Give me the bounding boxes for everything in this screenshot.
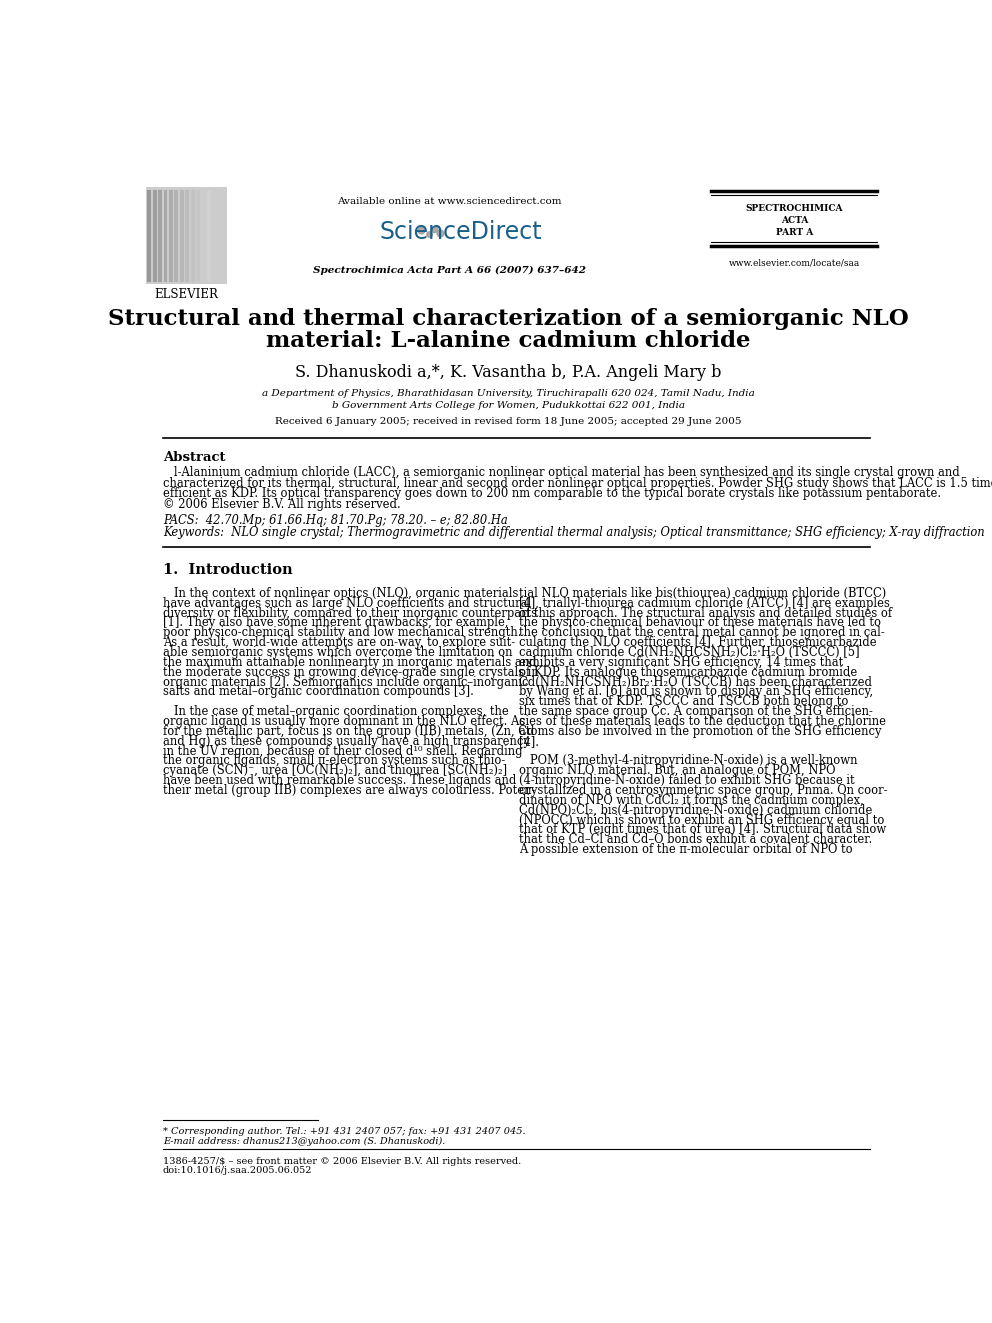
Bar	[158, 189, 162, 282]
Text: by Wang et al. [6] and is shown to display an SHG efficiency,: by Wang et al. [6] and is shown to displ…	[519, 685, 873, 699]
Text: 1386-4257/$ – see front matter © 2006 Elsevier B.V. All rights reserved.: 1386-4257/$ – see front matter © 2006 El…	[163, 1156, 521, 1166]
Text: poor physico-chemical stability and low mechanical strength.: poor physico-chemical stability and low …	[163, 626, 521, 639]
Text: dination of NPO with CdCl₂ it forms the cadmium complex,: dination of NPO with CdCl₂ it forms the …	[519, 794, 864, 807]
Text: able semiorganic systems which overcome the limitation on: able semiorganic systems which overcome …	[163, 646, 512, 659]
Text: the moderate success in growing device-grade single crystals in: the moderate success in growing device-g…	[163, 665, 539, 679]
Text: cies of these materials leads to the deduction that the chlorine: cies of these materials leads to the ded…	[519, 714, 886, 728]
Text: cadmium chloride Cd(NH₂NHCSNH₂)Cl₂·H₂O (TSCCC) [5]: cadmium chloride Cd(NH₂NHCSNH₂)Cl₂·H₂O (…	[519, 646, 860, 659]
Text: salts and metal–organic coordination compounds [3].: salts and metal–organic coordination com…	[163, 685, 473, 699]
Text: for the metallic part, focus is on the group (IIB) metals, (Zn, Cd: for the metallic part, focus is on the g…	[163, 725, 535, 738]
Text: tial NLO materials like bis(thiourea) cadmium chloride (BTCC): tial NLO materials like bis(thiourea) ca…	[519, 587, 887, 599]
Text: cyanate (SCN)⁻, urea [OC(NH₂)₂], and thiourea [SC(NH₂)₂]: cyanate (SCN)⁻, urea [OC(NH₂)₂], and thi…	[163, 765, 507, 778]
Text: that of KTP (eight times that of urea) [4]. Structural data show: that of KTP (eight times that of urea) […	[519, 823, 887, 836]
Text: Cd(NH₂NHCSNH₂)Br₂·H₂O (TSCCB) has been characterized: Cd(NH₂NHCSNH₂)Br₂·H₂O (TSCCB) has been c…	[519, 676, 872, 688]
Text: the physico-chemical behaviour of these materials have led to: the physico-chemical behaviour of these …	[519, 617, 881, 630]
Bar	[207, 189, 210, 282]
Text: six times that of KDP. TSCCC and TSCCB both belong to: six times that of KDP. TSCCC and TSCCB b…	[519, 696, 848, 708]
Text: [4].: [4].	[519, 734, 540, 747]
Bar	[196, 189, 200, 282]
Text: Spectrochimica Acta Part A 66 (2007) 637–642: Spectrochimica Acta Part A 66 (2007) 637…	[313, 266, 586, 275]
Bar	[175, 189, 179, 282]
Text: (4-nitropyridine-N-oxide) failed to exhibit SHG because it: (4-nitropyridine-N-oxide) failed to exhi…	[519, 774, 855, 787]
Text: www.elsevier.com/locate/saa: www.elsevier.com/locate/saa	[729, 258, 860, 267]
Text: © 2006 Elsevier B.V. All rights reserved.: © 2006 Elsevier B.V. All rights reserved…	[163, 497, 401, 511]
Text: characterized for its thermal, structural, linear and second order nonlinear opt: characterized for its thermal, structura…	[163, 476, 992, 490]
Text: their metal (group IIB) complexes are always colourless. Poten-: their metal (group IIB) complexes are al…	[163, 785, 535, 796]
Text: b Government Arts College for Women, Pudukkottai 622 001, India: b Government Arts College for Women, Pud…	[332, 401, 684, 410]
Bar	[153, 189, 157, 282]
Text: A possible extension of the π-molecular orbital of NPO to: A possible extension of the π-molecular …	[519, 843, 853, 856]
Text: (NPOCC) which is shown to exhibit an SHG efficiency equal to: (NPOCC) which is shown to exhibit an SHG…	[519, 814, 885, 827]
Text: ScienceDirect: ScienceDirect	[380, 220, 543, 243]
Text: In the context of nonlinear optics (NLO), organic materials: In the context of nonlinear optics (NLO)…	[163, 587, 518, 599]
Text: Cd(NPO)₂Cl₂, bis(4-nitropyridine-N-oxide) cadmium chloride: Cd(NPO)₂Cl₂, bis(4-nitropyridine-N-oxide…	[519, 803, 873, 816]
Text: diversity or flexibility, compared to their inorganic counterparts: diversity or flexibility, compared to th…	[163, 606, 537, 619]
Text: ELSEVIER: ELSEVIER	[154, 288, 218, 302]
Bar	[186, 189, 189, 282]
Text: the same space group Cc. A comparison of the SHG efficien-: the same space group Cc. A comparison of…	[519, 705, 873, 718]
Text: and Hg) as these compounds usually have a high transparency: and Hg) as these compounds usually have …	[163, 734, 530, 747]
Text: * Corresponding author. Tel.: +91 431 2407 057; fax: +91 431 2407 045.: * Corresponding author. Tel.: +91 431 24…	[163, 1127, 526, 1136]
Text: 1.  Introduction: 1. Introduction	[163, 564, 293, 577]
Bar	[180, 189, 184, 282]
Text: have advantages such as large NLO coefficients and structural: have advantages such as large NLO coeffi…	[163, 597, 531, 610]
Bar	[169, 189, 173, 282]
Text: [1]. They also have some inherent drawbacks, for example,: [1]. They also have some inherent drawba…	[163, 617, 508, 630]
Bar	[190, 189, 194, 282]
Bar	[164, 189, 168, 282]
Text: Received 6 January 2005; received in revised form 18 June 2005; accepted 29 June: Received 6 January 2005; received in rev…	[275, 417, 742, 426]
Text: Available online at www.sciencedirect.com: Available online at www.sciencedirect.co…	[337, 197, 561, 205]
Text: of this approach. The structural analysis and detailed studies of: of this approach. The structural analysi…	[519, 606, 893, 619]
Text: E-mail address: dhanus213@yahoo.com (S. Dhanuskodi).: E-mail address: dhanus213@yahoo.com (S. …	[163, 1136, 445, 1146]
Text: the maximum attainable nonlinearity in inorganic materials and: the maximum attainable nonlinearity in i…	[163, 656, 537, 669]
Text: atoms also be involved in the promotion of the SHG efficiency: atoms also be involved in the promotion …	[519, 725, 882, 738]
Text: In the case of metal–organic coordination complexes, the: In the case of metal–organic coordinatio…	[163, 705, 509, 718]
Text: material: L-alanine cadmium chloride: material: L-alanine cadmium chloride	[266, 331, 751, 352]
Text: POM (3-methyl-4-nitropyridine-N-oxide) is a well-known: POM (3-methyl-4-nitropyridine-N-oxide) i…	[519, 754, 858, 767]
Text: of KDP. Its analogue thiosemicarbazide cadmium bromide: of KDP. Its analogue thiosemicarbazide c…	[519, 665, 857, 679]
Text: the conclusion that the central metal cannot be ignored in cal-: the conclusion that the central metal ca…	[519, 626, 885, 639]
Text: that the Cd–Cl and Cd–O bonds exhibit a covalent character.: that the Cd–Cl and Cd–O bonds exhibit a …	[519, 833, 873, 847]
Text: PART A: PART A	[776, 228, 813, 237]
Text: efficient as KDP. Its optical transparency goes down to 200 nm comparable to the: efficient as KDP. Its optical transparen…	[163, 487, 940, 500]
Text: a Department of Physics, Bharathidasan University, Tiruchirapalli 620 024, Tamil: a Department of Physics, Bharathidasan U…	[262, 389, 755, 398]
Bar	[146, 188, 227, 283]
Text: l-Alaninium cadmium chloride (LACC), a semiorganic nonlinear optical material ha: l-Alaninium cadmium chloride (LACC), a s…	[163, 467, 959, 479]
Text: organic materials [2]. Semiorganics include organic–inorganic: organic materials [2]. Semiorganics incl…	[163, 676, 529, 688]
Text: the organic ligands, small π-electron systems such as thio-: the organic ligands, small π-electron sy…	[163, 754, 505, 767]
Text: doi:10.1016/j.saa.2005.06.052: doi:10.1016/j.saa.2005.06.052	[163, 1166, 312, 1175]
Text: crystallized in a centrosymmetric space group, Pnma. On coor-: crystallized in a centrosymmetric space …	[519, 785, 888, 796]
Text: exhibits a very significant SHG efficiency, 14 times that: exhibits a very significant SHG efficien…	[519, 656, 843, 669]
Bar	[147, 189, 151, 282]
Text: culating the NLO coefficients [4]. Further, thiosemicarbazide: culating the NLO coefficients [4]. Furth…	[519, 636, 877, 650]
Text: Abstract: Abstract	[163, 451, 225, 464]
Text: ACTA: ACTA	[781, 216, 808, 225]
Text: organic NLO material. But, an analogue of POM, NPO: organic NLO material. But, an analogue o…	[519, 765, 835, 778]
Text: SPECTROCHIMICA: SPECTROCHIMICA	[746, 204, 843, 213]
Text: [4], triallyl-thiourea cadmium chloride (ATCC) [4] are examples: [4], triallyl-thiourea cadmium chloride …	[519, 597, 890, 610]
Text: organic ligand is usually more dominant in the NLO effect. As: organic ligand is usually more dominant …	[163, 714, 525, 728]
Text: Structural and thermal characterization of a semiorganic NLO: Structural and thermal characterization …	[108, 308, 909, 329]
Text: in the UV region, because of their closed d¹⁰ shell. Regarding: in the UV region, because of their close…	[163, 745, 523, 758]
Text: S. Dhanuskodi a,*, K. Vasantha b, P.A. Angeli Mary b: S. Dhanuskodi a,*, K. Vasantha b, P.A. A…	[296, 364, 721, 381]
Text: PACS:  42.70.Mp; 61.66.Hq; 81.70.Pg; 78.20. – e; 82.80.Ha: PACS: 42.70.Mp; 61.66.Hq; 81.70.Pg; 78.2…	[163, 515, 508, 527]
Text: have been used with remarkable success. These ligands and: have been used with remarkable success. …	[163, 774, 516, 787]
Bar	[201, 189, 205, 282]
Text: Keywords:  NLO single crystal; Thermogravimetric and differential thermal analys: Keywords: NLO single crystal; Thermograv…	[163, 527, 984, 540]
Text: As a result, world-wide attempts are on-way, to explore suit-: As a result, world-wide attempts are on-…	[163, 636, 515, 650]
